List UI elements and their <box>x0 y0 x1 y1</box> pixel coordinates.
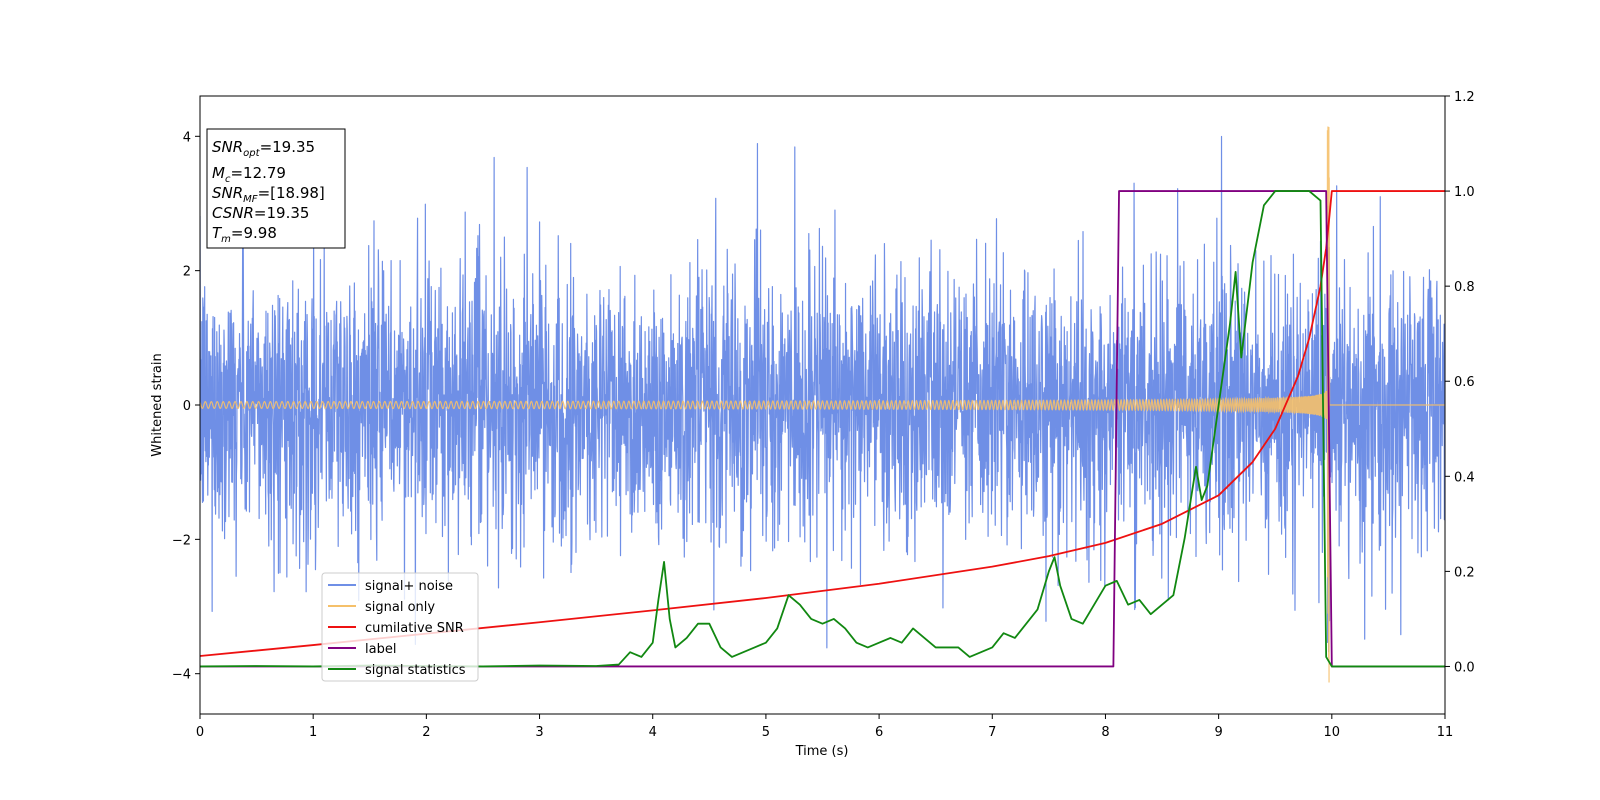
x-tick-label: 3 <box>535 725 543 740</box>
series-signal-noise-line <box>200 135 1445 653</box>
x-tick-label: 2 <box>422 725 430 740</box>
y-axis-left: −4 −2 0 2 4 <box>172 130 200 683</box>
info-label: CSNR <box>212 204 254 222</box>
legend-label: label <box>365 642 396 657</box>
info-box-row: SNRMF=[18.98] <box>212 184 325 205</box>
info-box-row: Tm=9.98 <box>212 224 277 245</box>
x-tick-label: 10 <box>1324 725 1341 740</box>
legend-label: signal only <box>365 600 435 615</box>
legend-frame <box>321 572 479 682</box>
x-tick-label: 8 <box>1101 725 1109 740</box>
legend: signal+ noise signal only cumilative SNR la… <box>321 572 479 682</box>
info-value: =12.79 <box>230 164 286 182</box>
legend-label: signal+ noise <box>365 579 453 594</box>
info-label: SNR <box>212 184 243 202</box>
y2-tick-label: 1.2 <box>1454 90 1475 105</box>
info-box-frame <box>206 128 346 249</box>
y-axis-label: Whitened strain <box>150 353 165 456</box>
info-label: T <box>212 224 223 242</box>
y-axis-right: 0.0 0.2 0.4 0.6 0.8 1.0 1.2 <box>1445 90 1475 675</box>
y-tick-label: 4 <box>183 130 191 145</box>
series-signal-statistics-line <box>200 190 1445 668</box>
info-value: =19.35 <box>260 138 316 156</box>
x-axis-label: Time (s) <box>795 744 849 759</box>
y2-tick-label: 0.2 <box>1454 565 1475 580</box>
info-box-row: Mc=12.79 <box>212 164 286 185</box>
y2-tick-label: 1.0 <box>1454 185 1475 200</box>
y-tick-label: −2 <box>172 533 191 548</box>
info-label: M <box>212 164 225 182</box>
y2-tick-label: 0.0 <box>1454 660 1475 675</box>
x-tick-label: 9 <box>1214 725 1222 740</box>
info-value: =9.98 <box>231 224 277 242</box>
info-box: SNRopt=19.35Mc=12.79SNRMF=[18.98]CSNR=19… <box>206 128 346 249</box>
y2-tick-label: 0.6 <box>1454 375 1475 390</box>
y-tick-label: 2 <box>183 265 191 280</box>
y-tick-label: 0 <box>183 399 191 414</box>
x-tick-label: 7 <box>988 725 996 740</box>
y2-tick-label: 0.4 <box>1454 470 1475 485</box>
legend-label: cumilative SNR <box>365 621 464 636</box>
info-value: =19.35 <box>254 204 310 222</box>
legend-label: signal statistics <box>365 663 466 678</box>
info-subscript: MF <box>243 194 258 205</box>
info-value: =[18.98] <box>258 184 325 202</box>
info-subscript: c <box>225 174 231 185</box>
series-signal-only-line <box>200 126 1445 683</box>
info-label: SNR <box>212 138 243 156</box>
info-box-row: CSNR=19.35 <box>212 204 309 222</box>
info-subscript: opt <box>243 148 260 159</box>
x-tick-label: 4 <box>649 725 657 740</box>
x-tick-label: 0 <box>196 725 204 740</box>
series-cumilative-snr-line <box>200 190 1445 657</box>
x-tick-label: 11 <box>1437 725 1454 740</box>
info-box-row: SNRopt=19.35 <box>212 138 315 159</box>
x-tick-label: 5 <box>762 725 770 740</box>
x-axis: 0 1 2 3 4 5 6 7 8 9 10 11 <box>196 714 1453 740</box>
y2-tick-label: 0.8 <box>1454 280 1475 295</box>
info-subscript: m <box>221 234 231 245</box>
x-tick-label: 6 <box>875 725 883 740</box>
x-tick-label: 1 <box>309 725 317 740</box>
series-layer <box>200 126 1445 683</box>
y-tick-label: −4 <box>172 668 191 683</box>
